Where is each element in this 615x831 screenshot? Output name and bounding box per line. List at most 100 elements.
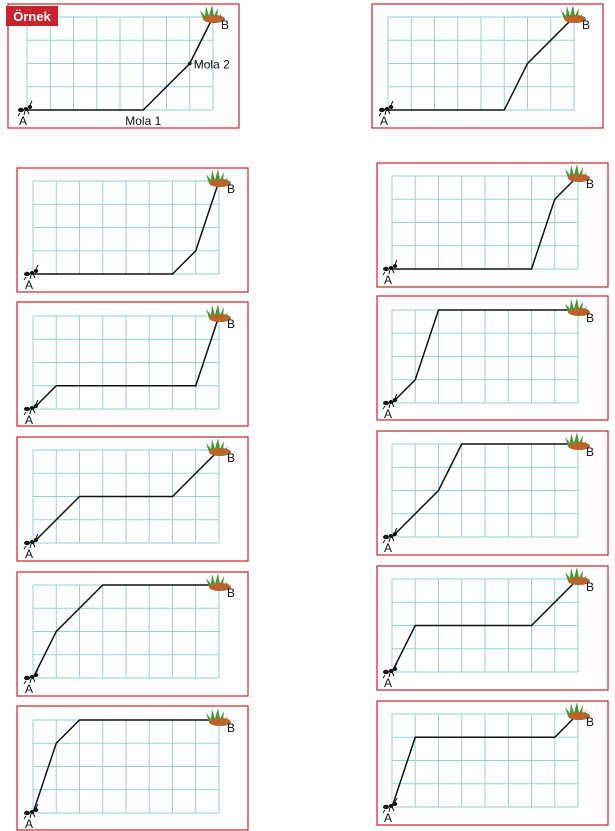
panel-border	[7, 3, 240, 129]
ant-icon	[382, 662, 398, 679]
ant-body	[388, 105, 394, 109]
ant-path-panel: AB	[376, 295, 609, 421]
ant-path-panel: AB	[376, 162, 609, 288]
panel-border	[376, 295, 609, 421]
ant-route	[32, 584, 219, 679]
end-label: B	[586, 715, 594, 729]
nest-icon	[565, 567, 590, 585]
ant-body	[24, 810, 30, 816]
end-label: B	[221, 18, 229, 32]
ant-icon	[382, 393, 398, 410]
end-label: B	[227, 317, 235, 331]
ant-legs	[23, 668, 39, 685]
ant-body	[379, 107, 385, 113]
ant-icon	[23, 264, 39, 281]
end-label: B	[227, 721, 235, 735]
panel-border	[16, 301, 249, 427]
soil	[568, 174, 590, 182]
ant-legs	[382, 662, 398, 679]
ant-route	[391, 578, 579, 673]
soil	[568, 712, 590, 720]
ant-route	[32, 449, 220, 544]
ant-icon	[382, 527, 398, 544]
ant-route	[388, 16, 575, 111]
ant-legs	[23, 803, 39, 820]
ant-legs	[382, 259, 398, 276]
ant-body	[24, 271, 30, 277]
start-label: A	[384, 676, 392, 690]
ant-body	[33, 808, 39, 812]
soil	[209, 179, 231, 187]
ant-path-panel: AB	[16, 705, 249, 831]
ant-path-panel: AB	[16, 571, 249, 697]
soil	[203, 15, 225, 23]
ant-path-panel: AB	[376, 565, 609, 691]
end-label: B	[227, 182, 235, 196]
ant-body	[392, 532, 398, 536]
ant-body	[33, 404, 39, 408]
ant-legs	[23, 264, 39, 281]
ant-body	[383, 266, 389, 272]
example-badge: Örnek	[6, 6, 58, 26]
nest-icon	[206, 708, 231, 726]
ant-path-panel: AB	[376, 700, 609, 826]
ant-route	[32, 719, 219, 814]
end-label: B	[227, 451, 235, 465]
soil	[568, 308, 590, 316]
ant-icon	[17, 100, 33, 117]
nest-icon	[206, 304, 231, 322]
ant-route	[391, 713, 579, 808]
ant-route	[391, 309, 578, 404]
start-label: A	[25, 413, 33, 427]
ant-path-panel: A B Mola 1 Mola 2	[7, 3, 240, 129]
ant-path-panel: AB	[16, 301, 249, 427]
ant-body	[18, 107, 24, 113]
soil	[568, 577, 590, 585]
ant-icon	[382, 797, 398, 814]
ant-path-panel: AB	[16, 167, 249, 293]
ant-route	[391, 443, 578, 538]
end-label: B	[582, 18, 590, 32]
ant-body	[392, 398, 398, 402]
soil	[209, 448, 231, 456]
ant-icon	[23, 668, 39, 685]
break-label: Mola 1	[125, 114, 161, 128]
ant-icon	[23, 803, 39, 820]
ant-route	[32, 315, 220, 410]
ant-body	[392, 667, 398, 671]
ant-legs	[382, 527, 398, 544]
ant-body	[33, 673, 39, 677]
ant-legs	[23, 399, 39, 416]
ant-body	[383, 400, 389, 406]
nest-icon	[200, 5, 225, 23]
soil	[568, 442, 590, 450]
ant-body	[383, 669, 389, 675]
ant-body	[392, 264, 398, 268]
panel-border	[376, 565, 609, 691]
ant-legs	[23, 533, 39, 550]
ant-legs	[17, 100, 33, 117]
ant-path-panel: AB	[371, 3, 604, 129]
ant-path-panel: AB	[376, 430, 609, 556]
ant-body	[24, 675, 30, 681]
ant-body	[24, 406, 30, 412]
end-label: B	[586, 177, 594, 191]
soil	[564, 15, 586, 23]
start-label: A	[384, 811, 392, 825]
ant-body	[33, 269, 39, 273]
nest-icon	[565, 702, 590, 720]
panel-border	[16, 705, 249, 831]
start-label: A	[380, 114, 388, 128]
ant-body	[392, 802, 398, 806]
ant-body	[33, 538, 39, 542]
end-label: B	[586, 445, 594, 459]
ant-legs	[382, 797, 398, 814]
nest-icon	[206, 573, 231, 591]
ant-body	[383, 534, 389, 540]
nest-icon	[565, 298, 590, 316]
ant-icon	[382, 259, 398, 276]
panel-border	[16, 436, 249, 562]
ant-icon	[378, 100, 394, 117]
ant-icon	[23, 399, 39, 416]
